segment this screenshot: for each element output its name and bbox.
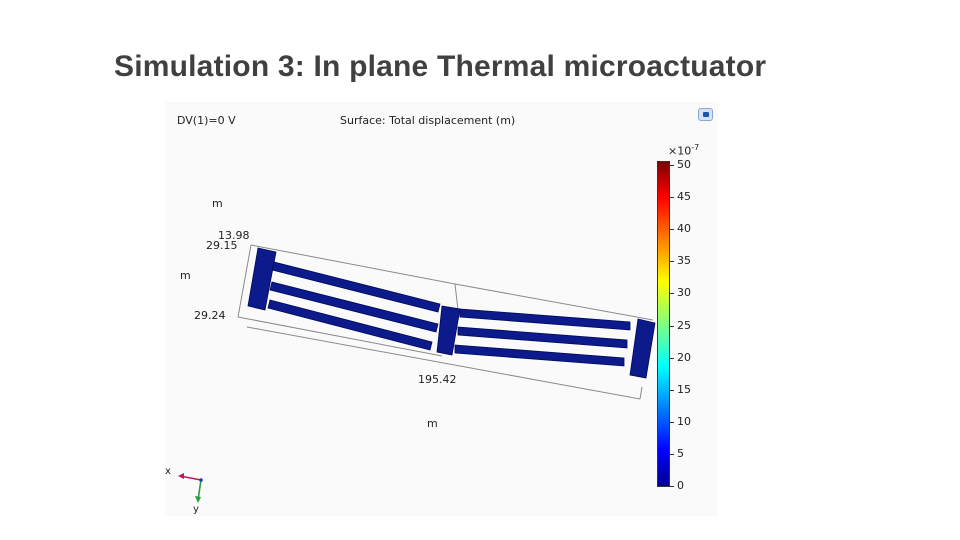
colorbar-tick xyxy=(670,453,674,455)
colorbar-tick xyxy=(670,486,674,487)
colorbar-tick-label: 10 xyxy=(677,414,691,428)
colorbar-tick xyxy=(670,197,674,199)
dimension-label-2: 29.15 xyxy=(206,239,238,252)
axis-unit-label-bottom: m xyxy=(427,417,438,430)
colorbar-tick-label: 30 xyxy=(677,286,691,300)
triad-origin xyxy=(199,478,203,482)
colorbar-tick xyxy=(670,229,674,231)
slide-title: Simulation 3: In plane Thermal microactu… xyxy=(114,50,767,83)
surface-label: Surface: Total displacement (m) xyxy=(340,114,516,127)
colorbar-tick-label: 45 xyxy=(677,190,691,204)
dimension-label-4: 195.42 xyxy=(418,373,457,386)
bbox-edge xyxy=(250,244,456,285)
colorbar-tick-label: 20 xyxy=(677,350,691,364)
parameter-label: DV(1)=0 V xyxy=(177,114,236,127)
beam xyxy=(271,261,441,313)
beam xyxy=(269,281,439,333)
bounding-box xyxy=(237,244,654,400)
right-anchor xyxy=(629,318,656,379)
colorbar-tick xyxy=(670,421,674,423)
colorbar-tick-label: 0 xyxy=(677,479,684,492)
colorbar-tick xyxy=(670,293,674,295)
colorbar-tick xyxy=(670,261,674,263)
left-anchor xyxy=(247,247,277,311)
colorbar-tick-label: 35 xyxy=(677,254,691,268)
bbox-edge xyxy=(246,326,641,400)
colorbar-tick xyxy=(670,325,674,327)
y-arrowhead xyxy=(195,496,201,503)
colorbar-tick-label: 15 xyxy=(677,382,691,396)
colorbar-tick-label: 25 xyxy=(677,318,691,332)
beam xyxy=(459,308,631,331)
actuator-structure xyxy=(247,247,656,379)
colorbar-tick xyxy=(670,357,674,359)
dimension-label-3: 29.24 xyxy=(194,309,226,322)
triad-x-label: x xyxy=(165,466,171,477)
colorbar-tick-label: 50 xyxy=(677,158,691,171)
x-arrowhead xyxy=(178,473,184,479)
central-shuttle xyxy=(436,305,461,356)
colorbar-tick-label: 5 xyxy=(677,446,684,460)
beam xyxy=(454,344,625,367)
beam xyxy=(457,326,628,349)
axis-unit-label-left: m xyxy=(180,269,191,282)
colorbar xyxy=(657,161,670,487)
colorbar-exponent: ×10-7 xyxy=(668,143,700,158)
colorbar-tick-label: 40 xyxy=(677,222,691,236)
dimension-label-1: 13.98 xyxy=(218,229,250,242)
colorbar-tick xyxy=(670,165,674,166)
bbox-edge xyxy=(237,244,252,318)
export-image-button[interactable] xyxy=(698,108,713,121)
colorbar-tick xyxy=(670,389,674,391)
axis-unit-label-top: m xyxy=(212,197,223,210)
bbox-edge xyxy=(454,283,654,321)
bbox-edge xyxy=(454,283,459,311)
beam xyxy=(267,299,433,351)
bbox-edge xyxy=(237,316,443,357)
triad-y-label: y xyxy=(193,504,199,515)
bbox-edge xyxy=(639,386,643,400)
coordinate-triad xyxy=(178,473,203,503)
